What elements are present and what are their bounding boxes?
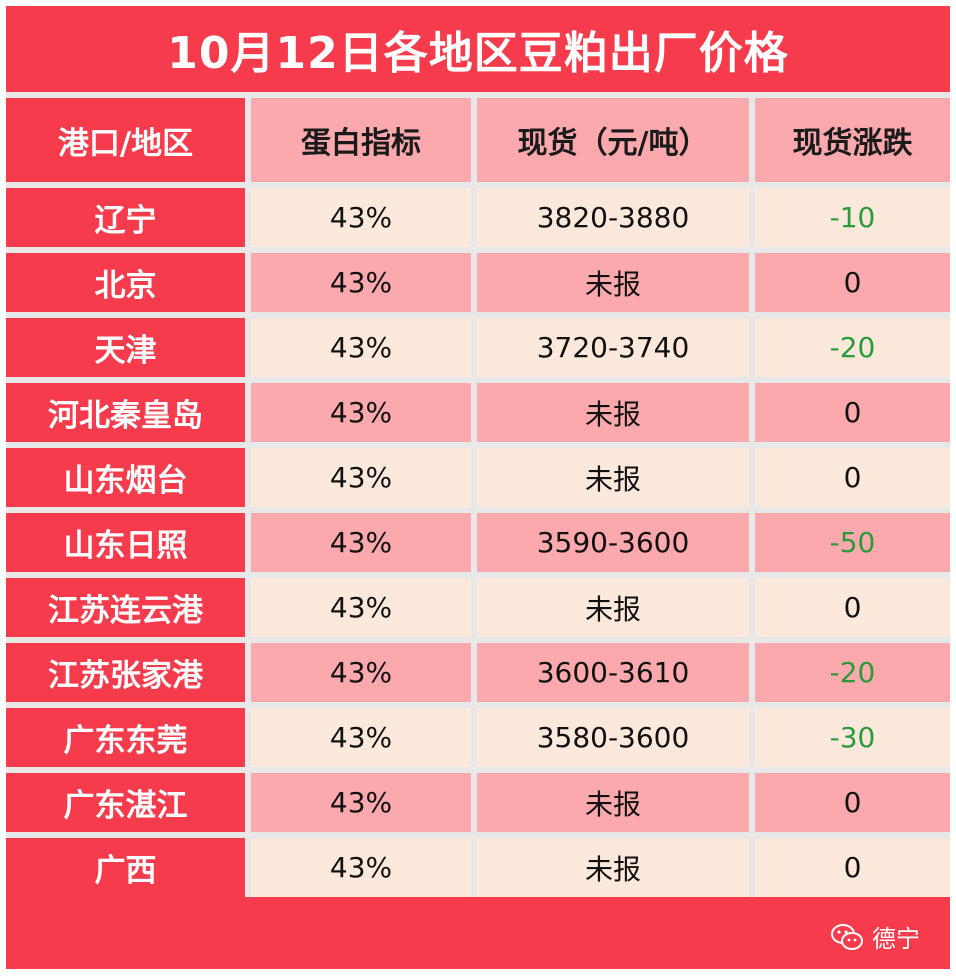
cell-protein: 43% [251, 318, 471, 377]
cell-price: 3600-3610 [477, 643, 749, 702]
wechat-icon [831, 923, 863, 950]
watermark-text: 德宁 [872, 925, 920, 953]
cell-region: 辽宁 [6, 188, 245, 247]
cell-protein: 43% [251, 708, 471, 767]
cell-price: 未报 [477, 773, 749, 832]
cell-region: 江苏张家港 [6, 643, 245, 702]
cell-price: 未报 [477, 578, 749, 637]
cell-region: 山东日照 [6, 513, 245, 572]
header-region: 港口/地区 [6, 98, 245, 182]
cell-protein: 43% [251, 773, 471, 832]
cell-protein: 43% [251, 838, 471, 897]
cell-region: 北京 [6, 253, 245, 312]
cell-change: -50 [755, 513, 950, 572]
cell-protein: 43% [251, 513, 471, 572]
header-change: 现货涨跌 [755, 98, 950, 182]
price-table: 港口/地区 蛋白指标 现货（元/吨） 现货涨跌 辽宁 43% 3820-3880 -1… [6, 98, 950, 897]
cell-change: 0 [755, 448, 950, 507]
cell-change: -30 [755, 708, 950, 767]
cell-change: -10 [755, 188, 950, 247]
cell-change: 0 [755, 838, 950, 897]
cell-price: 未报 [477, 253, 749, 312]
cell-price: 未报 [477, 838, 749, 897]
cell-change: -20 [755, 318, 950, 377]
cell-region: 山东烟台 [6, 448, 245, 507]
footer-bar: 德宁 [6, 897, 950, 969]
cell-protein: 43% [251, 643, 471, 702]
cell-protein: 43% [251, 448, 471, 507]
price-sheet: 10月12日各地区豆粕出厂价格 港口/地区 蛋白指标 现货（元/吨） 现货涨跌 … [6, 6, 950, 969]
cell-price: 3590-3600 [477, 513, 749, 572]
cell-change: -20 [755, 643, 950, 702]
cell-price: 3820-3880 [477, 188, 749, 247]
cell-change: 0 [755, 253, 950, 312]
page-title: 10月12日各地区豆粕出厂价格 [6, 6, 950, 92]
cell-region: 天津 [6, 318, 245, 377]
cell-region: 广东湛江 [6, 773, 245, 832]
cell-price: 3580-3600 [477, 708, 749, 767]
cell-region: 广西 [6, 838, 245, 897]
cell-region: 江苏连云港 [6, 578, 245, 637]
cell-price: 3720-3740 [477, 318, 749, 377]
cell-protein: 43% [251, 253, 471, 312]
cell-price: 未报 [477, 448, 749, 507]
cell-protein: 43% [251, 188, 471, 247]
cell-region: 广东东莞 [6, 708, 245, 767]
header-price: 现货（元/吨） [477, 98, 749, 182]
cell-change: 0 [755, 383, 950, 442]
watermark: 德宁 [830, 919, 920, 954]
header-protein: 蛋白指标 [251, 98, 471, 182]
cell-price: 未报 [477, 383, 749, 442]
cell-protein: 43% [251, 383, 471, 442]
cell-change: 0 [755, 578, 950, 637]
cell-change: 0 [755, 773, 950, 832]
cell-protein: 43% [251, 578, 471, 637]
cell-region: 河北秦皇岛 [6, 383, 245, 442]
